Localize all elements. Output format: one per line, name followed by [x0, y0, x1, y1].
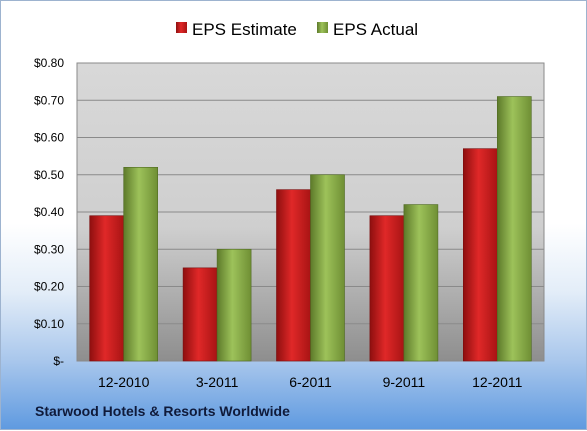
- bar-eps-actual: [216, 248, 252, 362]
- y-tick-label: $0.60: [34, 131, 64, 145]
- x-axis: 12-2010 3-2011 6-2011 9-2011 12-2011: [98, 374, 523, 390]
- y-tick-label: $0.30: [34, 242, 64, 256]
- x-tick-label: 3-2011: [196, 374, 239, 390]
- legend-eps-actual-swatch: [317, 22, 328, 33]
- legend-eps-actual-label: EPS Actual: [333, 20, 418, 39]
- y-axis: $- $0.10 $0.20 $0.30 $0.40 $0.50 $0.60 $0.70 $0.…: [34, 56, 64, 368]
- y-tick-label: $0.40: [34, 205, 64, 219]
- legend-eps-estimate-label: EPS Estimate: [192, 20, 297, 39]
- y-tick-label: $0.50: [34, 168, 64, 182]
- y-tick-label: $0.80: [34, 56, 64, 70]
- x-tick-label: 12-2010: [98, 374, 150, 390]
- bar-eps-actual: [403, 204, 439, 362]
- x-tick-label: 9-2011: [383, 374, 426, 390]
- x-tick-label: 12-2011: [472, 374, 523, 390]
- legend: EPS Estimate EPS Actual: [176, 20, 418, 39]
- y-tick-label: $0.10: [34, 317, 64, 331]
- bar-eps-actual: [123, 167, 158, 362]
- bar-eps-estimate: [462, 148, 498, 362]
- bars: [89, 96, 532, 362]
- company-name: Starwood Hotels & Resorts Worldwide: [35, 403, 290, 419]
- x-tick-label: 6-2011: [289, 374, 332, 390]
- bar-eps-actual: [310, 174, 345, 362]
- y-tick-label: $0.20: [34, 280, 64, 294]
- bar-eps-estimate: [369, 215, 405, 362]
- bar-eps-estimate: [89, 215, 124, 362]
- bar-eps-actual: [496, 96, 532, 362]
- y-tick-label: $-: [53, 354, 64, 368]
- bar-eps-estimate: [182, 267, 218, 362]
- y-tick-label: $0.70: [34, 93, 64, 107]
- legend-eps-estimate-swatch: [176, 22, 187, 33]
- bar-eps-estimate: [276, 189, 311, 362]
